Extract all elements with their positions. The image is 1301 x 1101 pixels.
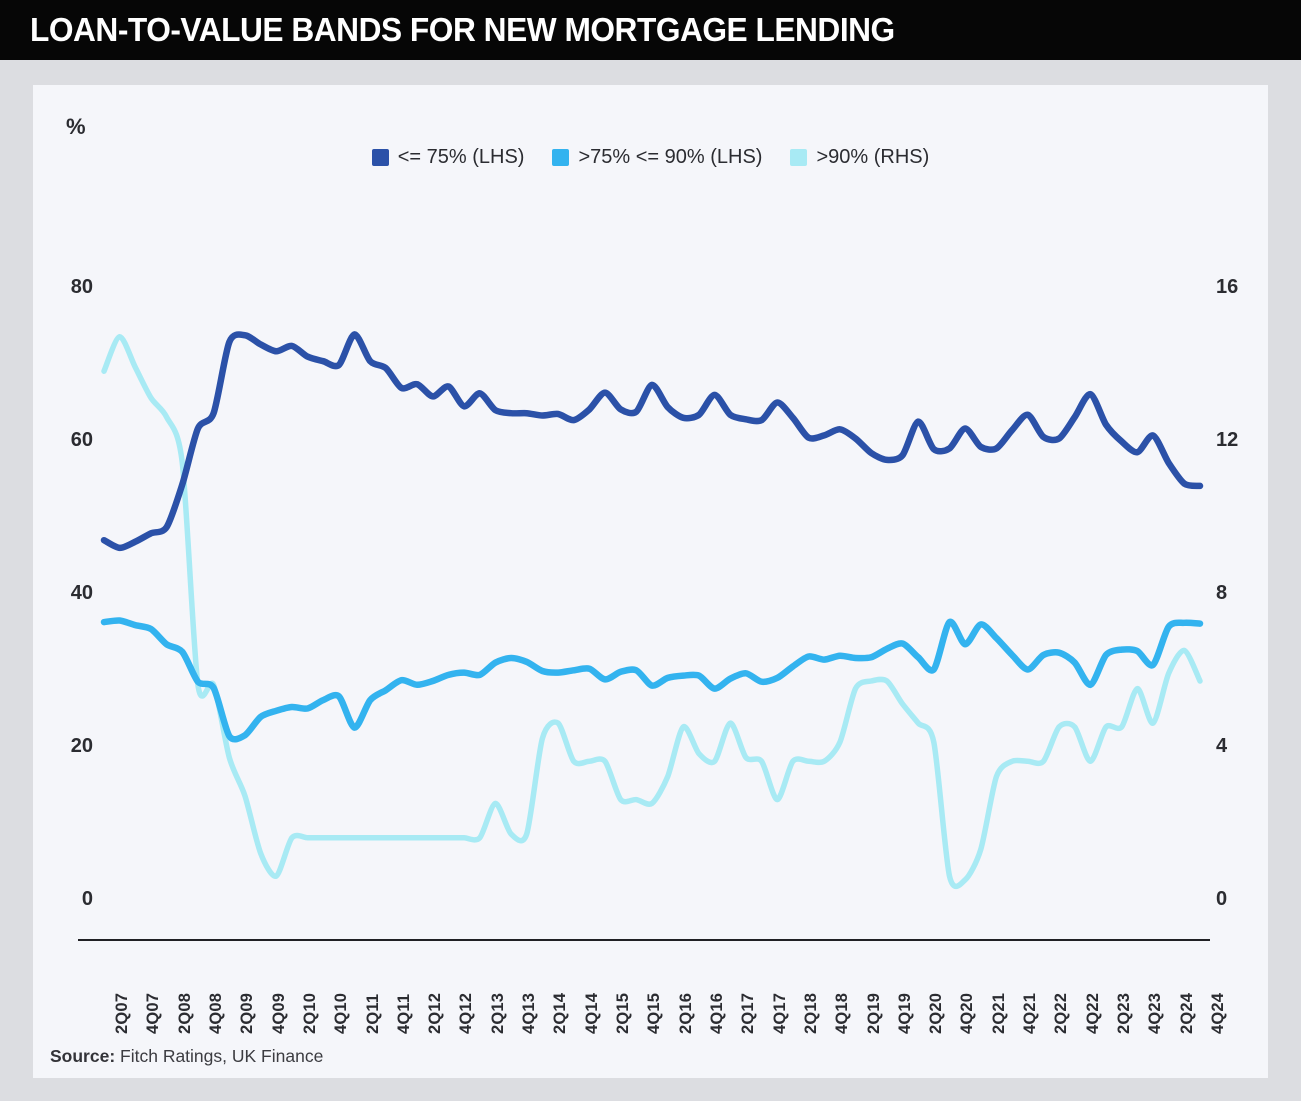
legend-label: >75% <= 90% (LHS) bbox=[578, 146, 763, 168]
x-axis-tick-2Q24: 2Q24 bbox=[1177, 992, 1196, 1034]
source-label: Source: bbox=[50, 1046, 116, 1066]
x-axis-tick-4Q23: 4Q23 bbox=[1146, 992, 1165, 1034]
x-axis-tick-4Q19: 4Q19 bbox=[895, 992, 914, 1034]
legend-item-1: >75% <= 90% (LHS) bbox=[552, 146, 762, 169]
legend-swatch-icon bbox=[790, 149, 808, 166]
right-axis-tick-16: 16 bbox=[1216, 276, 1239, 298]
x-axis-tick-2Q14: 2Q14 bbox=[551, 992, 570, 1034]
left-axis-tick-0: 0 bbox=[81, 888, 93, 910]
x-axis-tick-2Q08: 2Q08 bbox=[175, 992, 194, 1034]
x-axis-tick-4Q13: 4Q13 bbox=[520, 992, 539, 1034]
x-axis-tick-2Q12: 2Q12 bbox=[426, 992, 445, 1034]
x-axis-tick-2Q15: 2Q15 bbox=[614, 992, 633, 1034]
title-bar: LOAN-TO-VALUE BANDS FOR NEW MORTGAGE LEN… bbox=[0, 0, 1301, 60]
x-axis-tick-4Q14: 4Q14 bbox=[582, 992, 601, 1034]
x-axis-tick-4Q24: 4Q24 bbox=[1208, 992, 1227, 1034]
legend-item-2: >90% (RHS) bbox=[790, 146, 929, 169]
right-axis-tick-8: 8 bbox=[1216, 582, 1228, 604]
left-axis-tick-80: 80 bbox=[70, 276, 93, 298]
x-axis-tick-2Q22: 2Q22 bbox=[1052, 992, 1071, 1034]
x-axis-tick-4Q17: 4Q17 bbox=[770, 992, 789, 1034]
x-axis-tick-2Q23: 2Q23 bbox=[1115, 992, 1134, 1034]
x-axis-tick-4Q16: 4Q16 bbox=[707, 992, 726, 1034]
left-axis-tick-60: 60 bbox=[70, 429, 93, 451]
chart-legend: <= 75% (LHS) >75% <= 90% (LHS) >90% (RHS) bbox=[33, 146, 1268, 169]
x-axis-tick-4Q07: 4Q07 bbox=[144, 992, 163, 1034]
chart-panel bbox=[33, 85, 1268, 1078]
x-axis-tick-4Q21: 4Q21 bbox=[1021, 992, 1040, 1034]
legend-swatch-icon bbox=[552, 149, 570, 166]
x-axis-tick-4Q11: 4Q11 bbox=[394, 993, 413, 1034]
legend-label: >90% (RHS) bbox=[816, 146, 930, 168]
x-axis-tick-2Q21: 2Q21 bbox=[989, 992, 1008, 1034]
x-axis-tick-4Q18: 4Q18 bbox=[833, 992, 852, 1034]
x-axis-tick-4Q12: 4Q12 bbox=[457, 992, 476, 1034]
left-axis-tick-20: 20 bbox=[70, 735, 93, 757]
x-axis-tick-4Q10: 4Q10 bbox=[332, 992, 351, 1034]
x-axis-tick-4Q08: 4Q08 bbox=[206, 992, 225, 1034]
x-axis-tick-4Q20: 4Q20 bbox=[958, 992, 977, 1034]
x-axis-tick-2Q13: 2Q13 bbox=[488, 992, 507, 1034]
x-axis-tick-2Q16: 2Q16 bbox=[676, 992, 695, 1034]
x-axis-tick-2Q17: 2Q17 bbox=[739, 992, 758, 1034]
right-axis-tick-4: 4 bbox=[1216, 735, 1228, 757]
x-axis-tick-2Q07: 2Q07 bbox=[113, 992, 131, 1034]
x-axis-tick-4Q09: 4Q09 bbox=[269, 992, 288, 1034]
x-axis-tick-2Q18: 2Q18 bbox=[801, 992, 820, 1034]
x-axis-tick-2Q09: 2Q09 bbox=[238, 992, 257, 1034]
legend-swatch-icon bbox=[371, 149, 389, 166]
x-axis-tick-2Q10: 2Q10 bbox=[300, 992, 319, 1034]
page-title: LOAN-TO-VALUE BANDS FOR NEW MORTGAGE LEN… bbox=[30, 11, 895, 48]
x-axis-tick-4Q22: 4Q22 bbox=[1083, 992, 1102, 1034]
x-axis-tick-4Q15: 4Q15 bbox=[645, 992, 664, 1034]
source-note: Source: Fitch Ratings, UK Finance bbox=[50, 1046, 323, 1067]
legend-item-0: <= 75% (LHS) bbox=[371, 146, 525, 169]
source-text: Fitch Ratings, UK Finance bbox=[120, 1046, 324, 1066]
legend-label: <= 75% (LHS) bbox=[397, 146, 525, 168]
right-axis-tick-0: 0 bbox=[1216, 888, 1228, 910]
x-axis-tick-2Q20: 2Q20 bbox=[927, 992, 946, 1034]
x-axis-tick-2Q11: 2Q11 bbox=[363, 993, 382, 1034]
x-axis-tick-2Q19: 2Q19 bbox=[864, 992, 883, 1034]
left-axis-tick-40: 40 bbox=[70, 582, 93, 604]
right-axis-tick-12: 12 bbox=[1216, 429, 1239, 451]
y-axis-unit-label: % bbox=[66, 114, 86, 139]
